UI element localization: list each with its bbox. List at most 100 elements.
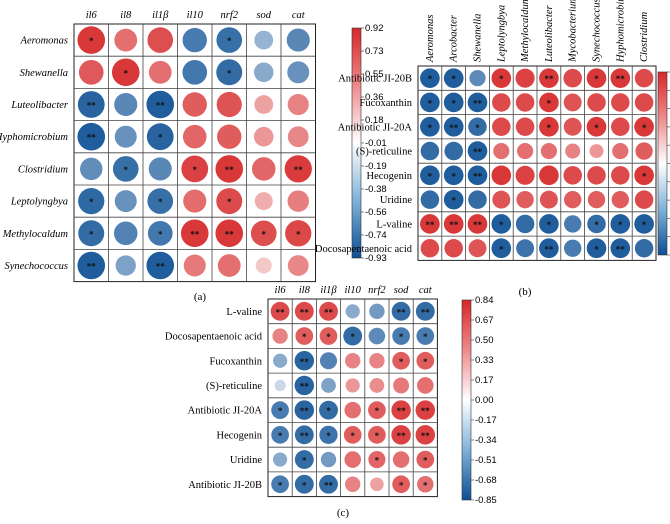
correlation-circle (254, 192, 273, 211)
significance-mark: * (428, 171, 433, 181)
significance-mark: ** (87, 262, 97, 272)
significance-mark: * (375, 456, 380, 466)
correlation-circle (215, 219, 244, 248)
significance-mark: * (642, 123, 647, 133)
correlation-circle (181, 155, 209, 183)
correlation-circle (319, 352, 338, 370)
row-label: (S)-reticuline (206, 381, 262, 392)
significance-mark: * (451, 98, 456, 108)
significance-mark: ** (324, 307, 334, 317)
significance-mark: * (89, 36, 94, 46)
significance-mark: * (302, 332, 307, 342)
correlation-circle (274, 379, 286, 392)
significance-mark: * (326, 406, 331, 416)
correlation-circle (253, 126, 274, 147)
correlation-circle (284, 155, 312, 183)
significance-mark: * (158, 229, 163, 239)
correlation-circle (147, 188, 174, 214)
column-label: Arcobacter (449, 14, 460, 63)
correlation-circle (182, 59, 208, 85)
significance-mark: ** (87, 133, 97, 143)
correlation-circle (420, 214, 440, 234)
correlation-circle (215, 155, 244, 183)
correlation-circle (294, 351, 315, 371)
correlation-circle (294, 450, 314, 469)
panel-label: (b) (519, 286, 532, 298)
significance-mark: ** (300, 406, 310, 416)
correlation-circle (564, 190, 582, 209)
significance-mark: * (89, 229, 94, 239)
colorbar-tick-label: 0.18 (365, 115, 384, 126)
correlation-circle (182, 27, 207, 53)
significance-mark: * (499, 74, 504, 84)
correlation-circle (254, 95, 274, 114)
significance-mark: * (499, 244, 504, 254)
correlation-circle (270, 301, 290, 321)
significance-mark: ** (225, 229, 235, 239)
significance-mark: * (278, 406, 283, 416)
significance-mark: * (124, 68, 129, 78)
correlation-circle (273, 353, 288, 368)
correlation-circle (634, 68, 654, 88)
column-label: Synechococcus (592, 0, 603, 62)
significance-mark: ** (397, 406, 407, 416)
correlation-circle (319, 301, 338, 321)
correlation-circle (468, 117, 487, 137)
correlation-circle (112, 156, 139, 182)
correlation-circle (443, 165, 464, 186)
correlation-circle (467, 141, 488, 161)
correlation-circle (182, 92, 207, 117)
correlation-circle (468, 190, 487, 209)
correlation-circle (420, 116, 440, 137)
correlation-circle (515, 117, 535, 137)
correlation-circle (80, 157, 103, 181)
correlation-circle (564, 215, 582, 233)
correlation-circle (417, 377, 434, 394)
significance-mark: * (451, 196, 456, 206)
correlation-circle (216, 91, 242, 118)
correlation-circle (515, 68, 535, 88)
correlation-circle (254, 30, 274, 50)
correlation-circle (610, 68, 631, 88)
significance-mark: ** (425, 220, 435, 230)
row-label: Methylocaldum (2, 229, 69, 240)
correlation-circle (467, 214, 488, 234)
correlation-circle (147, 27, 174, 53)
significance-mark: ** (156, 262, 166, 272)
significance-mark: * (423, 332, 428, 342)
significance-mark: * (326, 431, 331, 441)
correlation-circle (294, 375, 315, 396)
correlation-circle (515, 165, 535, 185)
colorbar-tick-label: -0.85 (475, 495, 497, 506)
row-label: Antibiotic JI-20B (338, 74, 412, 85)
correlation-circle (180, 219, 209, 248)
column-label: il10 (187, 10, 204, 21)
correlation-circle (391, 301, 411, 321)
significance-mark: ** (300, 431, 310, 441)
correlation-circle (146, 123, 174, 151)
correlation-circle (491, 165, 512, 186)
correlation-circle (611, 117, 630, 137)
correlation-circle (415, 425, 436, 445)
correlation-circle (589, 144, 604, 159)
correlation-circle (391, 425, 411, 445)
correlation-circle (182, 124, 207, 149)
column-label: nrf2 (368, 285, 386, 296)
colorbar-tick-label: -0.17 (475, 415, 497, 426)
correlation-circle (114, 125, 137, 148)
colorbar-tick-label: -0.01 (365, 138, 387, 149)
correlation-circle (319, 400, 338, 420)
significance-mark: ** (473, 147, 483, 157)
significance-mark: * (350, 332, 355, 342)
row-label: Hyphomicrobium (0, 132, 68, 143)
significance-mark: ** (449, 220, 459, 230)
colorbar-tick-label: -0.56 (365, 207, 387, 218)
correlation-circle (183, 189, 207, 213)
correlation-circle (492, 93, 511, 112)
correlation-circle (370, 477, 384, 492)
significance-mark: * (302, 480, 307, 490)
correlation-circle (586, 116, 607, 137)
correlation-circle (515, 214, 535, 234)
significance-mark: * (158, 197, 163, 207)
colorbar-tick-label: 0.92 (365, 23, 384, 34)
